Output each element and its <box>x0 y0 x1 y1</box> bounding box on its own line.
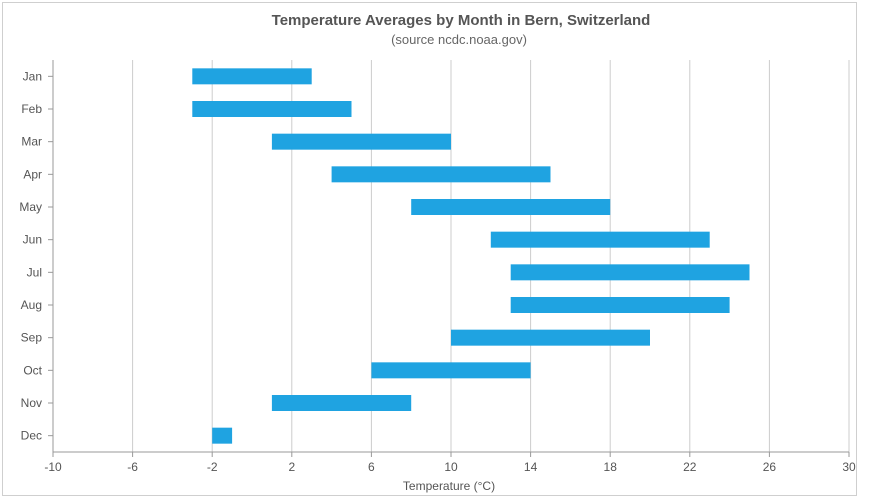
range-bar-jan[interactable] <box>192 68 312 85</box>
chart-svg: Temperature Averages by Month in Bern, S… <box>19 12 856 493</box>
x-tick-label: 30 <box>842 460 856 474</box>
y-category-label: Mar <box>21 135 42 149</box>
y-category-label: Jan <box>23 69 42 83</box>
x-tick-label: 6 <box>368 460 375 474</box>
chart-subtitle: (source ncdc.noaa.gov) <box>391 32 527 47</box>
range-bar-sep[interactable] <box>451 329 650 346</box>
range-bar-oct[interactable] <box>371 362 531 379</box>
range-bar-mar[interactable] <box>271 133 451 150</box>
y-category-label: Feb <box>21 102 42 116</box>
x-tick-label: 10 <box>444 460 458 474</box>
y-category-label: Dec <box>21 429 42 443</box>
x-tick-label: 26 <box>763 460 777 474</box>
x-axis-title: Temperature (°C) <box>403 479 495 493</box>
x-tick-label: -2 <box>207 460 218 474</box>
range-bar-dec[interactable] <box>212 427 233 444</box>
chart-frame: Temperature Averages by Month in Bern, S… <box>2 2 857 496</box>
range-bar-feb[interactable] <box>192 101 352 117</box>
range-bar-may[interactable] <box>411 199 611 215</box>
x-tick-label: 14 <box>524 460 538 474</box>
x-tick-label: -10 <box>44 460 62 474</box>
y-category-label: Apr <box>23 167 42 181</box>
y-category-label: Jul <box>27 265 42 279</box>
x-tick-label: -6 <box>127 460 138 474</box>
axis-layer: -10 -6 -2 2 6 10 14 18 22 26 30JanFebMarAprMayJunJ… <box>19 60 856 474</box>
y-category-label: Jun <box>23 233 42 247</box>
x-tick-label: 18 <box>604 460 618 474</box>
y-category-label: Aug <box>21 298 42 312</box>
y-category-label: Nov <box>21 396 42 410</box>
bar-layer <box>192 68 750 444</box>
range-bar-apr[interactable] <box>331 166 551 183</box>
range-bar-jul[interactable] <box>510 264 750 281</box>
chart-title: Temperature Averages by Month in Bern, S… <box>272 12 651 29</box>
range-bar-jun[interactable] <box>490 231 710 248</box>
x-tick-label: 2 <box>288 460 295 474</box>
range-bar-aug[interactable] <box>510 297 730 313</box>
range-bar-nov[interactable] <box>271 395 412 411</box>
x-tick-label: 22 <box>683 460 697 474</box>
grid-layer <box>132 60 850 452</box>
y-category-label: Sep <box>21 331 43 345</box>
y-category-label: May <box>19 200 42 214</box>
y-category-label: Oct <box>23 363 42 377</box>
